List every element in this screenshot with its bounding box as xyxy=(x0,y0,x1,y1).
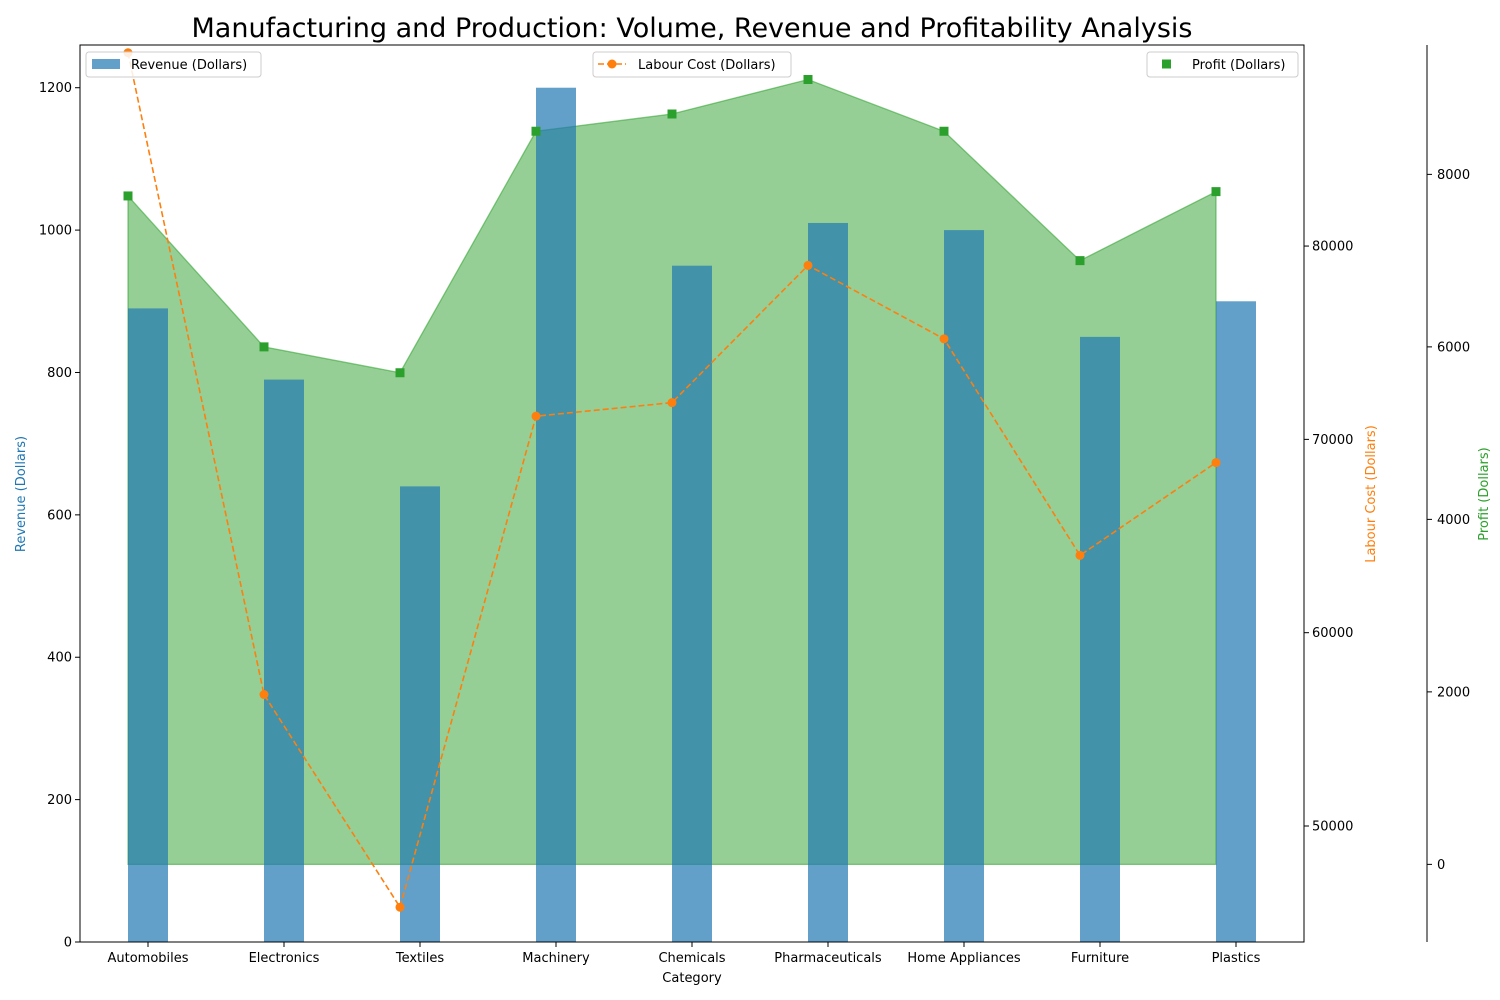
revenue-tick-label: 800 xyxy=(47,366,72,381)
labour-tick-label: 70000 xyxy=(1312,433,1353,448)
revenue-legend-label: Revenue (Dollars) xyxy=(131,58,247,73)
labour-tick-label: 50000 xyxy=(1312,820,1353,835)
profit-legend-label: Profit (Dollars) xyxy=(1192,58,1285,73)
profit-axis-label: Profit (Dollars) xyxy=(1477,447,1492,540)
revenue-tick-label: 200 xyxy=(47,793,72,808)
profit-tick-label: 8000 xyxy=(1437,168,1470,183)
revenue-bar xyxy=(808,222,848,942)
category-tick-label: Pharmaceuticals xyxy=(774,951,882,966)
profit-point xyxy=(395,368,405,378)
profit-point xyxy=(667,109,677,119)
category-tick-label: Textiles xyxy=(395,951,445,966)
category-tick-label: Automobiles xyxy=(107,951,188,966)
revenue-tick-label: 1200 xyxy=(39,81,72,96)
labour-tick-label: 60000 xyxy=(1312,626,1353,641)
labour-cost-line xyxy=(127,52,1217,910)
revenue-bar xyxy=(944,230,984,943)
category-tick-label: Chemicals xyxy=(658,951,725,966)
revenue-bars-layer xyxy=(128,87,1256,943)
profit-tick-label: 0 xyxy=(1437,858,1445,873)
revenue-bar xyxy=(264,379,304,943)
labour-cost-point xyxy=(1211,458,1221,468)
category-tick-label: Furniture xyxy=(1071,951,1129,966)
labour-legend-swatch-marker xyxy=(607,59,617,69)
revenue-bar xyxy=(1080,336,1120,942)
revenue-legend xyxy=(85,51,262,78)
labour-cost-point xyxy=(531,411,541,421)
labour-legend xyxy=(592,51,792,78)
chart-title: Manufacturing and Production: Volume, Re… xyxy=(192,13,1193,44)
profit-legend-swatch xyxy=(1162,59,1171,69)
profit-point xyxy=(1211,187,1221,197)
profit-point xyxy=(803,75,813,84)
profit-point xyxy=(123,191,133,201)
labour-cost-point xyxy=(395,902,405,912)
profit-tick-label: 2000 xyxy=(1437,685,1470,700)
category-tick-label: Home Appliances xyxy=(907,951,1020,966)
revenue-tick-label: 400 xyxy=(47,651,72,666)
revenue-bar xyxy=(1216,301,1256,942)
legends-layer: Revenue (Dollars) Labour Cost (Dollars) Pr… xyxy=(85,51,1299,78)
profit-point xyxy=(531,126,541,136)
labour-axis-label: Labour Cost (Dollars) xyxy=(1364,425,1379,563)
profit-point xyxy=(1075,256,1085,266)
profit-point xyxy=(939,126,949,136)
revenue-tick-label: 0 xyxy=(64,936,72,951)
category-tick-label: Electronics xyxy=(249,951,320,966)
labour-legend-label: Labour Cost (Dollars) xyxy=(638,58,776,73)
labour-tick-label: 80000 xyxy=(1312,240,1353,255)
category-tick-label: Plastics xyxy=(1212,951,1261,966)
labour-cost-point xyxy=(1075,550,1085,560)
category-tick-label: Machinery xyxy=(522,951,590,966)
revenue-tick-label: 600 xyxy=(47,508,72,523)
labour-cost-point xyxy=(939,334,949,344)
revenue-bar xyxy=(536,87,576,942)
labour-cost-point xyxy=(667,398,677,408)
labour-cost-point xyxy=(803,260,813,270)
revenue-bar xyxy=(672,265,712,942)
profit-legend xyxy=(1146,51,1299,78)
x-axis-label: Category xyxy=(662,971,722,986)
profit-markers-layer xyxy=(123,75,1221,378)
revenue-tick-label: 1000 xyxy=(39,224,72,239)
revenue-bar xyxy=(400,486,440,942)
profit-tick-label: 6000 xyxy=(1437,340,1470,355)
revenue-axis-label: Revenue (Dollars) xyxy=(14,436,29,552)
labour-cost-point xyxy=(259,690,269,700)
revenue-legend-swatch xyxy=(92,59,120,69)
profit-tick-label: 4000 xyxy=(1437,513,1470,528)
revenue-bar xyxy=(128,308,168,942)
axes-layer: 0200400600800100012005000060000700008000… xyxy=(39,44,1470,966)
profit-point xyxy=(259,342,269,352)
